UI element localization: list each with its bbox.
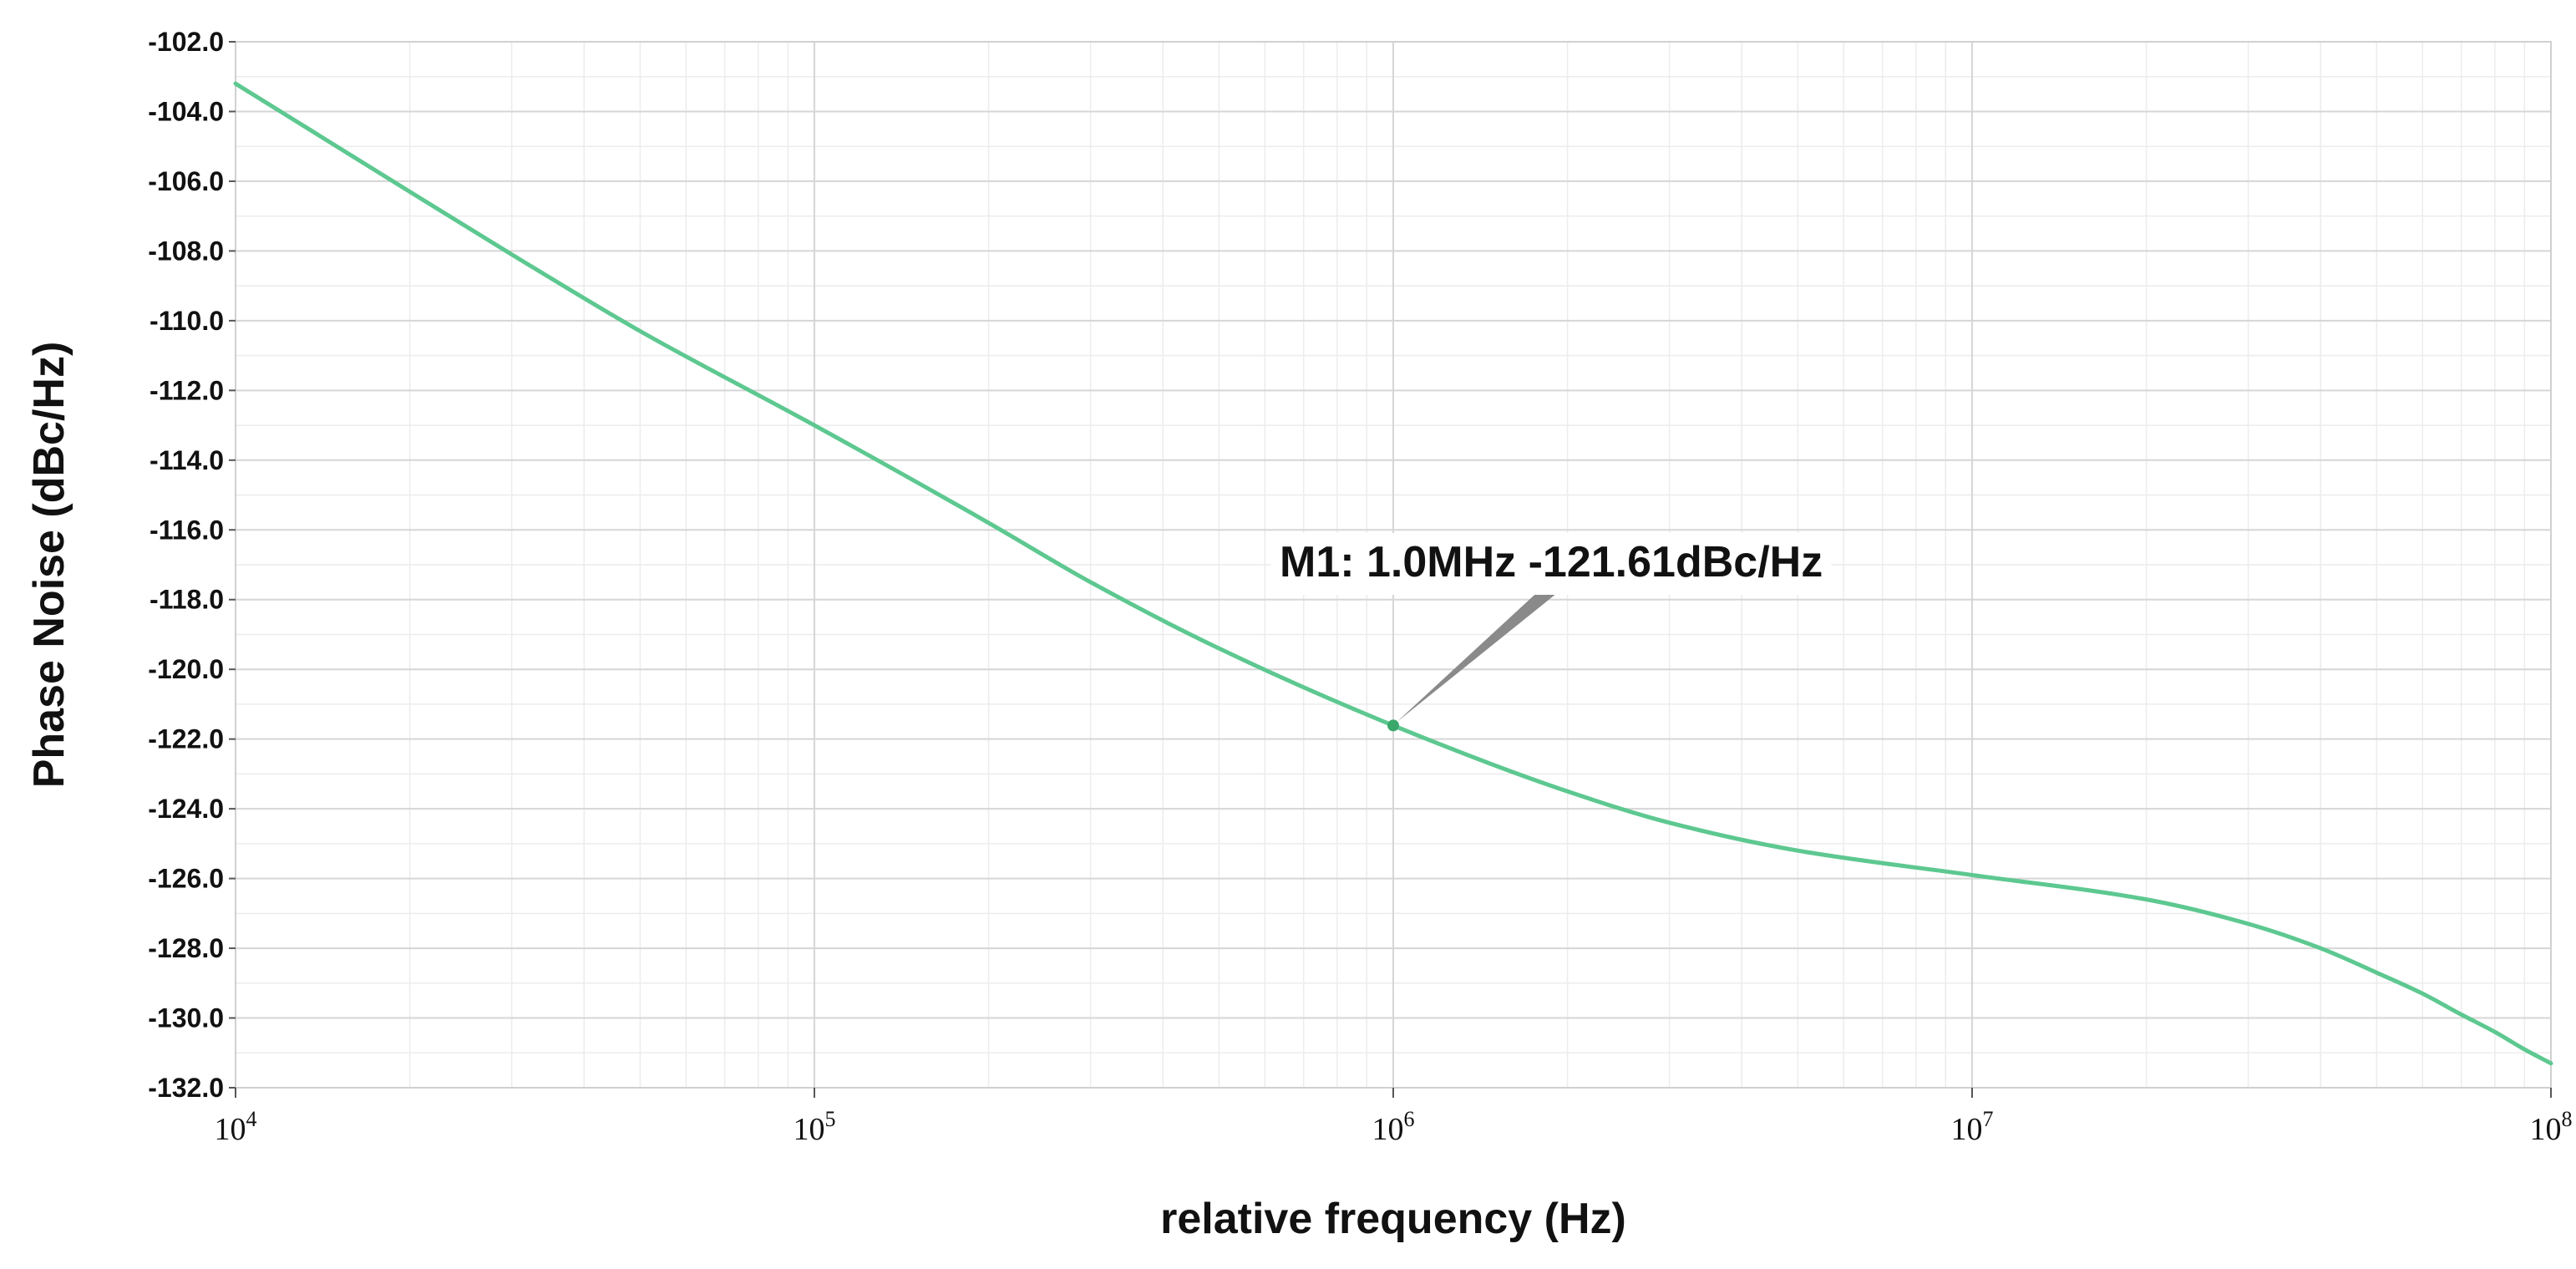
x-axis-ticks: 104 105 106 107 108: [215, 1088, 2573, 1147]
y-tick-label: -124.0: [148, 794, 224, 824]
y-tick-label: -104.0: [148, 96, 224, 126]
x-tick-exponent: 8: [2562, 1107, 2573, 1131]
y-tick-label: -114.0: [150, 445, 224, 475]
marker-label-background: [1271, 533, 1832, 595]
x-tick-label: 106: [1372, 1107, 1415, 1147]
marker-pointer: [1397, 586, 1565, 723]
marker-m1-label: M1: 1.0MHz -121.61dBc/Hz: [1280, 538, 1823, 586]
y-tick-label: -118.0: [150, 585, 224, 615]
y-tick-label: -108.0: [148, 236, 224, 266]
x-tick-label: 108: [2530, 1107, 2573, 1147]
x-tick-label: 107: [1951, 1107, 1994, 1147]
y-tick-label: -102.0: [148, 27, 224, 57]
y-tick-label: -112.0: [150, 375, 224, 405]
x-tick-exponent: 5: [825, 1107, 836, 1131]
y-tick-label: -130.0: [148, 1003, 224, 1033]
y-tick-label: -106.0: [148, 166, 224, 196]
x-axis-title: relative frequency (Hz): [1160, 1195, 1626, 1243]
y-tick-label: -126.0: [148, 864, 224, 894]
y-tick-label: -122.0: [148, 724, 224, 754]
y-tick-label: -128.0: [148, 933, 224, 963]
x-tick-exponent: 6: [1404, 1107, 1415, 1131]
x-tick-label: 104: [215, 1107, 257, 1147]
phase-noise-series-line: [233, 81, 2553, 1066]
y-axis-ticks: -102.0 -104.0 -106.0 -108.0 -110.0 -112.0 -114…: [148, 27, 236, 1103]
x-tick-exponent: 4: [246, 1107, 257, 1131]
x-tick-exponent: 7: [1983, 1107, 1994, 1131]
marker-m1-point: [1387, 719, 1399, 732]
y-axis-title: Phase Noise (dBc/Hz): [25, 342, 74, 789]
y-tick-label: -116.0: [150, 515, 224, 545]
y-tick-label: -110.0: [150, 306, 224, 336]
y-tick-label: -132.0: [148, 1073, 224, 1103]
x-tick-label: 105: [794, 1107, 836, 1147]
y-tick-label: -120.0: [148, 654, 224, 684]
